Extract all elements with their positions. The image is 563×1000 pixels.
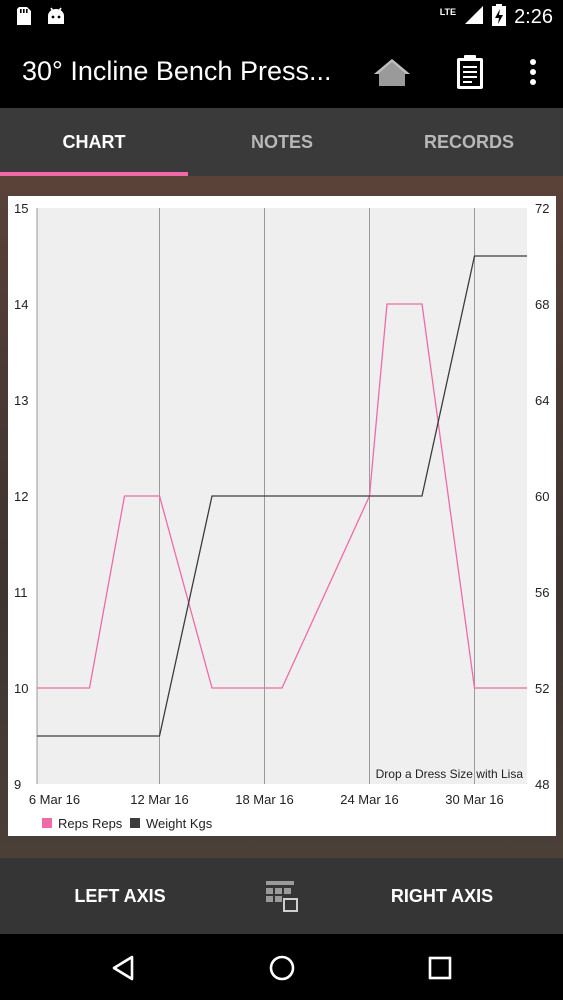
right-tick-label: 56 xyxy=(535,585,549,600)
left-axis-button[interactable]: LEFT AXIS xyxy=(74,885,166,906)
tab-records[interactable]: RECORDS xyxy=(423,131,514,152)
tab-chart[interactable]: CHART xyxy=(62,131,126,152)
clipboard-icon[interactable] xyxy=(450,52,490,92)
x-tick-label: 18 Mar 16 xyxy=(235,792,294,807)
x-tick-label: 6 Mar 16 xyxy=(29,792,80,807)
weight-series-line xyxy=(37,255,527,737)
home-circle-icon[interactable] xyxy=(262,948,302,988)
sd-card-icon xyxy=(16,6,32,31)
right-tick-label: 60 xyxy=(535,489,549,504)
status-bar: LTE 2:26 xyxy=(0,0,563,36)
bottom-action-bar: LEFT AXIS RIGHT AXIS xyxy=(0,858,563,934)
signal-icon xyxy=(464,5,484,30)
chart-legend: Reps Reps Weight Kgs xyxy=(42,816,213,831)
left-tick-label: 9 xyxy=(14,777,21,792)
right-tick-label: 64 xyxy=(535,393,549,408)
home-icon[interactable] xyxy=(372,52,412,92)
x-tick-label: 24 Mar 16 xyxy=(340,792,399,807)
left-tick-label: 10 xyxy=(14,681,28,696)
left-tick-label: 12 xyxy=(14,489,28,504)
right-tick-label: 52 xyxy=(535,681,549,696)
overflow-menu-icon[interactable] xyxy=(513,52,553,92)
active-tab-indicator xyxy=(0,172,188,176)
status-time: 2:26 xyxy=(514,6,553,28)
page-title: 30° Incline Bench Press... xyxy=(22,56,332,86)
tab-notes[interactable]: NOTES xyxy=(250,131,313,152)
app-bar: 30° Incline Bench Press... xyxy=(0,36,563,108)
tab-bar: CHART NOTES RECORDS xyxy=(0,108,563,176)
recents-icon[interactable] xyxy=(420,948,460,988)
battery-charging-icon xyxy=(492,4,507,31)
back-icon[interactable] xyxy=(103,948,143,988)
legend-label: Weight Kgs xyxy=(146,816,213,831)
system-nav-bar xyxy=(0,934,563,1000)
x-tick-label: 30 Mar 16 xyxy=(445,792,504,807)
right-tick-label: 48 xyxy=(535,777,549,792)
android-debug-icon xyxy=(46,6,66,31)
legend-swatch xyxy=(42,818,52,828)
left-tick-label: 11 xyxy=(14,585,28,600)
chart-annotation: Drop a Dress Size with Lisa xyxy=(376,767,524,781)
legend-label: Reps Reps xyxy=(58,816,123,831)
right-tick-label: 68 xyxy=(535,297,549,312)
reps-series-line xyxy=(37,303,527,689)
left-tick-label: 14 xyxy=(14,297,28,312)
chart-card: 6 Mar 16 12 Mar 16 18 Mar 16 24 Mar 16 30 Ma… xyxy=(8,196,556,836)
left-tick-label: 15 xyxy=(14,201,28,216)
right-axis-button[interactable]: RIGHT AXIS xyxy=(390,885,494,906)
x-tick-label: 12 Mar 16 xyxy=(130,792,189,807)
right-tick-label: 72 xyxy=(535,201,549,216)
calendar-grid-icon[interactable] xyxy=(258,858,306,934)
line-chart: 6 Mar 16 12 Mar 16 18 Mar 16 24 Mar 16 30 Ma… xyxy=(14,201,549,831)
network-type: LTE xyxy=(439,6,457,17)
legend-swatch xyxy=(130,818,140,828)
left-tick-label: 13 xyxy=(14,393,28,408)
